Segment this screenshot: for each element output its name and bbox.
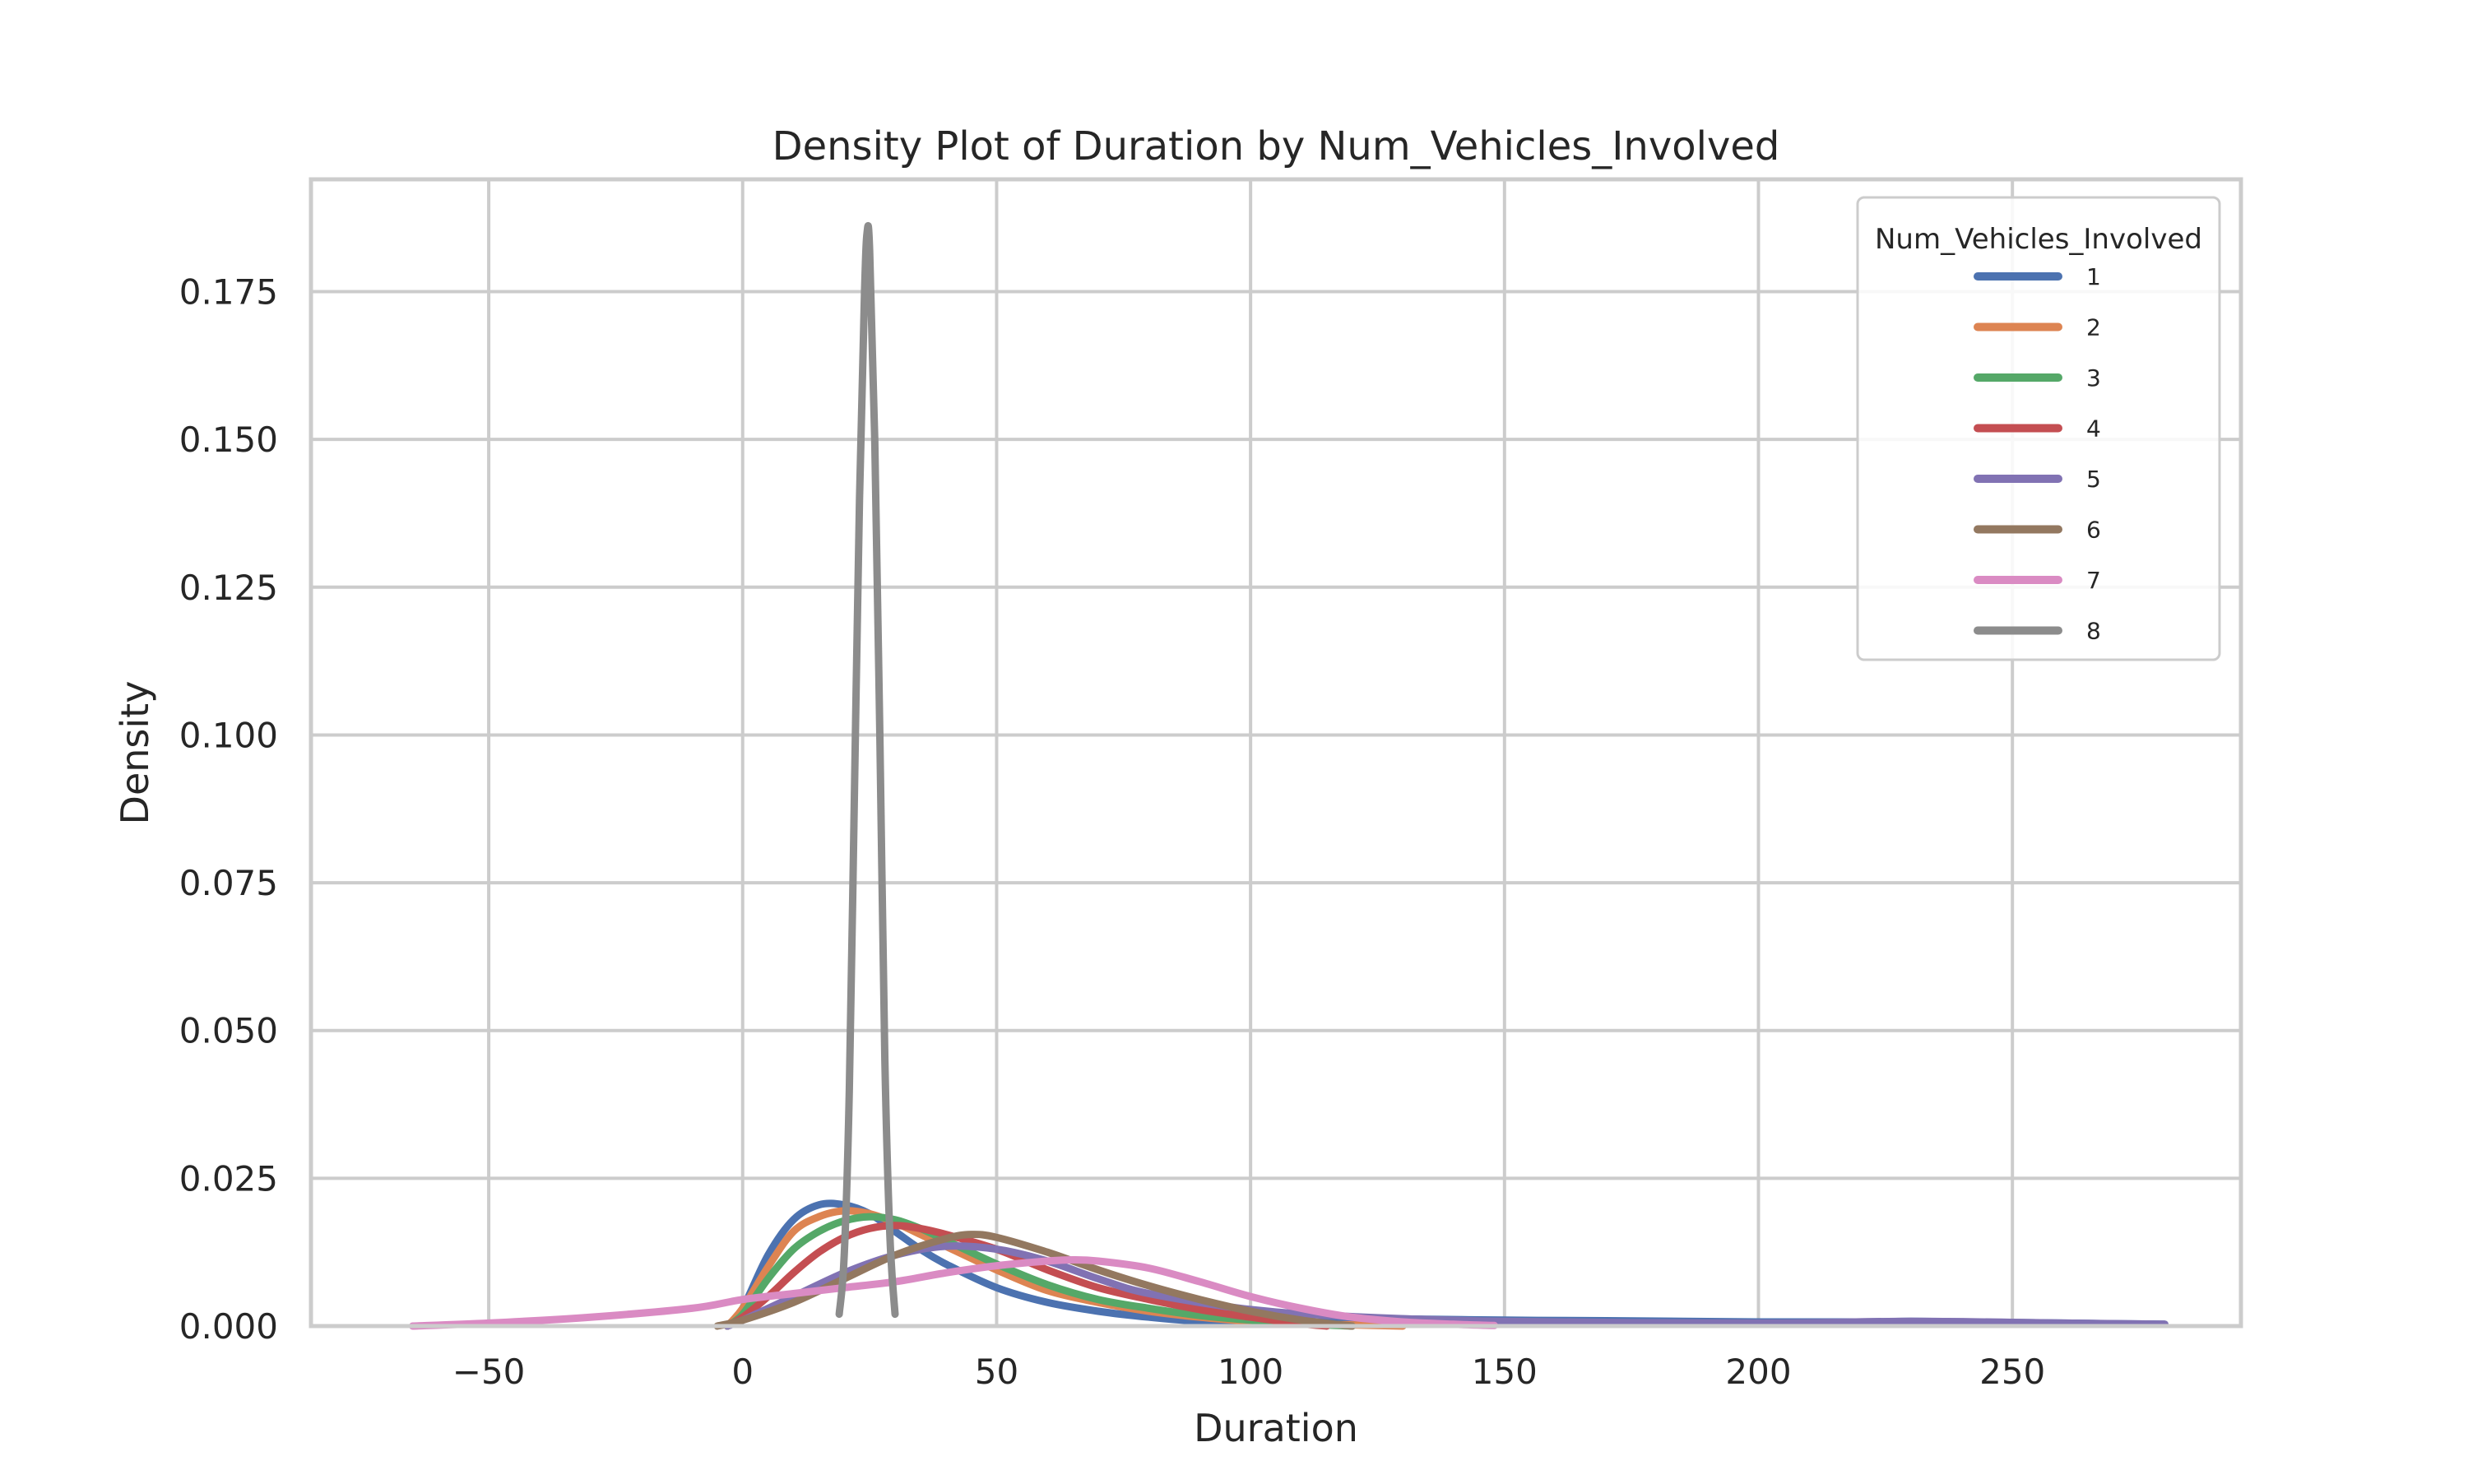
legend-item-3: 3 [1974, 364, 2101, 392]
x-tick-label: 0 [731, 1352, 754, 1392]
legend-item-7: 7 [1974, 567, 2101, 594]
legend-title: Num_Vehicles_Involved [1875, 223, 2202, 256]
legend-item-1: 1 [1974, 263, 2101, 290]
legend-item-5: 5 [1974, 466, 2101, 493]
x-tick-label: 250 [1979, 1352, 2045, 1392]
legend-label: 6 [2086, 517, 2101, 544]
legend-item-6: 6 [1974, 517, 2101, 544]
legend-label: 1 [2086, 263, 2101, 290]
legend-label: 2 [2086, 314, 2101, 341]
y-tick-label: 0.075 [179, 863, 278, 903]
plot-frame [308, 177, 2243, 1329]
x-tick-label: 50 [975, 1352, 1018, 1392]
plot-area [409, 222, 2169, 1330]
y-tick-label: 0.050 [179, 1011, 278, 1051]
legend-label: 4 [2086, 415, 2101, 443]
chart-title: Density Plot of Duration by Num_Vehicles… [772, 123, 1780, 169]
y-axis-title: Density [113, 681, 157, 825]
y-tick-label: 0.125 [179, 568, 278, 608]
density-curve-7 [409, 1255, 1498, 1330]
legend-item-2: 2 [1974, 314, 2101, 341]
x-tick-label: 150 [1472, 1352, 1538, 1392]
density-curve-6 [713, 1231, 1357, 1330]
axis-ticks: −50 0 50 100 150 200 250 0.000 0.025 0.050 0.075 0.… [179, 272, 2046, 1392]
y-tick-label: 0.000 [179, 1306, 278, 1347]
density-curve-4 [723, 1222, 1331, 1330]
legend-label: 7 [2086, 567, 2101, 594]
x-tick-label: 200 [1725, 1352, 1791, 1392]
y-tick-label: 0.150 [179, 420, 278, 460]
legend-item-4: 4 [1974, 415, 2101, 443]
x-tick-label: 100 [1218, 1352, 1283, 1392]
y-tick-label: 0.025 [179, 1158, 278, 1199]
y-tick-label: 0.175 [179, 272, 278, 313]
x-axis-title: Duration [1194, 1406, 1358, 1450]
legend-items: 1 2 3 4 5 6 7 8 [1974, 263, 2101, 645]
legend-label: 8 [2086, 618, 2101, 645]
y-tick-label: 0.100 [179, 715, 278, 755]
legend-item-8: 8 [1974, 618, 2101, 645]
legend: Num_Vehicles_Involved 1 2 3 4 5 6 7 8 [1856, 196, 2221, 661]
legend-label: 3 [2086, 364, 2101, 392]
density-curve-5 [723, 1242, 2169, 1330]
density-curve-1 [723, 1199, 2169, 1330]
x-tick-label: −50 [452, 1352, 526, 1392]
density-curve-8 [835, 222, 899, 1319]
legend-label: 5 [2086, 466, 2101, 493]
